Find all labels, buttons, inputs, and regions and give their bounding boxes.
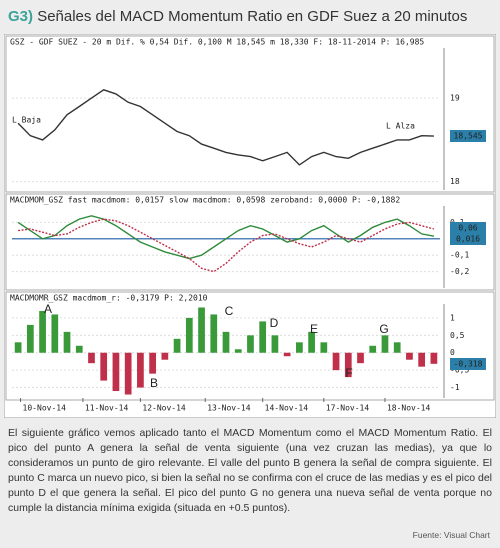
bar — [173, 338, 181, 353]
x-tick-label: 13-Nov-14 — [207, 404, 251, 413]
bar — [308, 331, 315, 353]
figure-title: Señales del MACD Momentum Ratio en GDF S… — [37, 8, 468, 25]
y-tick-label: -0,2 — [450, 267, 469, 276]
bar — [357, 352, 364, 364]
bar — [344, 352, 352, 378]
bar — [393, 342, 401, 353]
panel — [5, 193, 495, 291]
annotation: D — [270, 316, 279, 330]
bar — [283, 352, 291, 357]
y-tick-label: 0 — [450, 348, 455, 357]
bar — [39, 310, 46, 353]
bar — [430, 352, 438, 364]
y-tick-label: 19 — [450, 94, 460, 103]
panel-title: MACDMOM_GSZ fast macdmom: 0,0157 slow ma… — [10, 196, 400, 205]
annotation: 0,016 — [456, 235, 480, 244]
series-line — [17, 215, 435, 260]
panel — [5, 291, 495, 401]
bar — [63, 331, 71, 353]
value-box — [450, 358, 486, 370]
bar — [185, 317, 193, 353]
bar — [198, 307, 205, 353]
panel — [5, 35, 495, 193]
annotation: -0,318 — [454, 360, 483, 369]
annotation: E — [310, 322, 318, 336]
x-tick-label: 14-Nov-14 — [265, 404, 309, 413]
bar — [320, 342, 328, 353]
bar — [137, 352, 144, 388]
x-tick-label: 17-Nov-14 — [326, 404, 370, 413]
bar — [271, 335, 279, 353]
bar — [222, 331, 230, 353]
bar — [332, 352, 340, 371]
bar — [381, 335, 389, 353]
annotation: G — [379, 322, 388, 336]
bar — [124, 352, 132, 395]
annotation: C — [225, 304, 234, 318]
x-tick-label: 12-Nov-14 — [142, 404, 186, 413]
bar — [296, 342, 303, 353]
annotation: L Baja — [12, 116, 41, 125]
annotation: 18,545 — [454, 132, 483, 141]
source: Fuente: Visual Chart — [412, 530, 490, 540]
x-tick-label: 18-Nov-14 — [387, 404, 431, 413]
y-tick-label: -0,1 — [450, 251, 469, 260]
bar — [418, 352, 426, 367]
y-tick-label: -1 — [450, 383, 460, 392]
x-tick-label: 10-Nov-14 — [23, 404, 67, 413]
panel-title: GSZ - GDF SUEZ - 20 m Dif. % 0,54 Dif. 0… — [10, 38, 424, 47]
figure-header: G3) Señales del MACD Momentum Ratio en G… — [8, 8, 467, 25]
series-line — [18, 218, 435, 273]
value-box — [450, 222, 486, 234]
chart: GSZ - GDF SUEZ - 20 m Dif. % 0,54 Dif. 0… — [4, 34, 496, 418]
bar — [369, 345, 377, 353]
bar — [14, 342, 22, 353]
annotation: L Alza — [386, 122, 415, 131]
panel-title: MACDMOMR_GSZ macdmom_r: -0,3179 P: 2,201… — [10, 294, 208, 303]
bar — [234, 349, 242, 353]
bar — [51, 314, 59, 353]
y-tick-label: -0,5 — [450, 366, 469, 375]
y-tick-label: 0,5 — [450, 331, 465, 340]
bar — [210, 314, 218, 353]
bar — [161, 352, 169, 360]
bar — [247, 335, 254, 353]
y-tick-label: 18 — [450, 177, 460, 186]
annotation: A — [44, 302, 52, 316]
annotation: F — [345, 366, 352, 380]
bar — [88, 352, 95, 364]
bar — [149, 352, 156, 374]
bar — [75, 345, 83, 353]
bar — [112, 352, 120, 392]
figure-label: G3) — [8, 8, 34, 25]
annotation: B — [150, 376, 158, 390]
value-box — [450, 233, 486, 245]
annotation: 0,06 — [458, 224, 477, 233]
value-box — [450, 130, 486, 142]
series-line — [17, 89, 434, 166]
body-text: El siguiente gráfico vemos aplicado tant… — [8, 427, 492, 514]
x-tick-label: 11-Nov-14 — [85, 404, 129, 413]
y-tick-label: 1 — [450, 313, 455, 322]
bar — [26, 324, 34, 353]
bar — [406, 352, 413, 360]
bar — [259, 321, 267, 353]
bar — [100, 352, 108, 381]
